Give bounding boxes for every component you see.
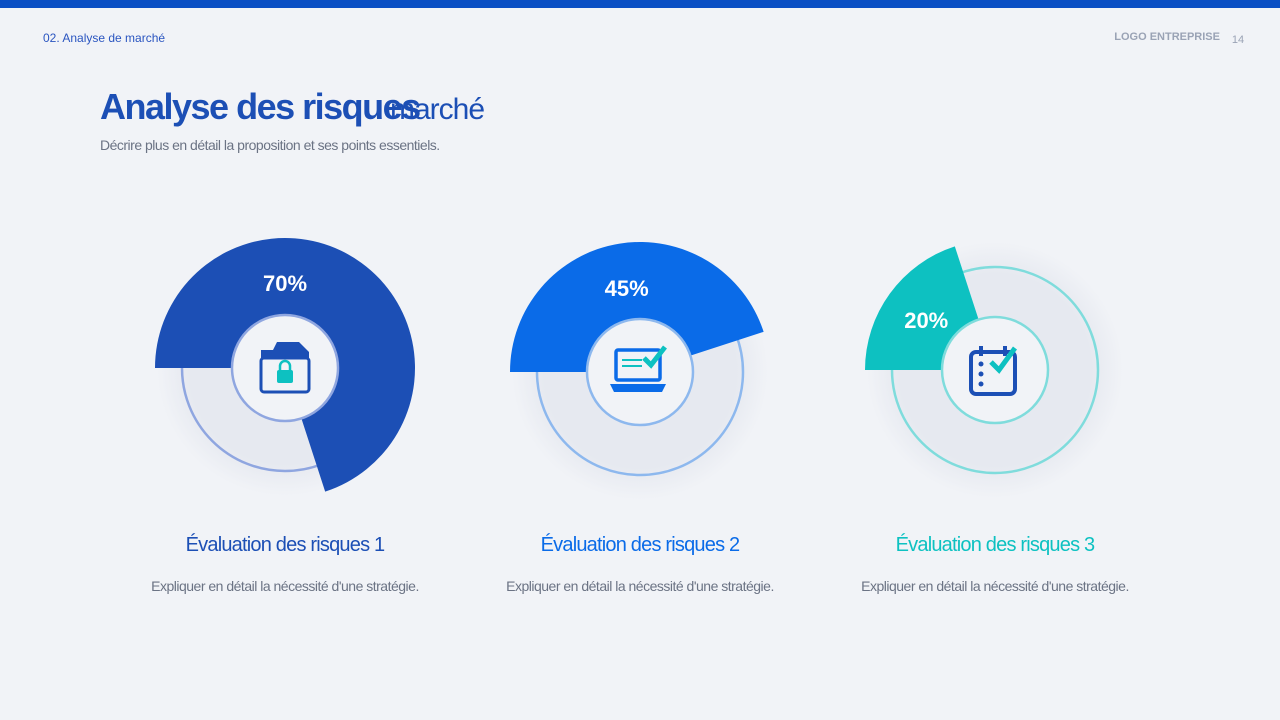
item-text: Expliquer en détail la nécessité d'une s… (506, 578, 774, 594)
icon (969, 346, 1018, 396)
icon-rings (979, 346, 1007, 356)
icon (610, 345, 667, 392)
icon-dot (978, 381, 984, 387)
item-text: Expliquer en détail la nécessité d'une s… (151, 578, 419, 594)
item-heading: Évaluation des risques 3 (896, 533, 1095, 556)
percent-label: 70% (263, 271, 307, 296)
item-heading: Évaluation des risques 2 (541, 533, 740, 556)
item-text: Expliquer en détail la nécessité d'une s… (861, 578, 1129, 594)
top-bar (0, 0, 1280, 8)
icon (259, 342, 311, 394)
icon-dot (978, 361, 984, 367)
icon-check (989, 346, 1018, 374)
gauge-wedge (155, 238, 415, 492)
subtitle: Décrire plus en détail la proposition et… (100, 137, 440, 153)
icon-lines (622, 359, 642, 367)
percent-label: 20% (904, 308, 948, 333)
title-accent: marché (390, 93, 484, 126)
icon-lock-shackle (278, 359, 292, 370)
item-heading: Évaluation des risques 1 (186, 533, 385, 556)
title: Analyse des risques (100, 86, 420, 127)
section-label: 02. Analyse de marché (43, 31, 165, 45)
icon-base (610, 384, 666, 392)
page-number: 14 (1232, 34, 1244, 46)
gauge-wedge (865, 246, 979, 370)
icon-check (642, 345, 667, 369)
logo: LOGO ENTREPRISE (1114, 31, 1220, 43)
percent-label: 45% (605, 276, 649, 301)
gauge-wedge (510, 242, 764, 372)
icon-lock (277, 370, 293, 383)
icon-dot (978, 371, 984, 377)
